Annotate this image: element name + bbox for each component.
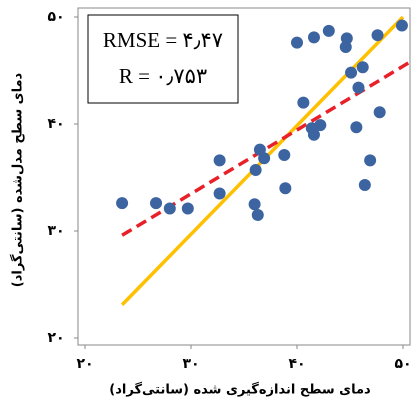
point — [364, 154, 377, 167]
x-tick-label: ۴۰ — [288, 356, 305, 372]
point — [116, 197, 129, 210]
x-tick-label: ۵۰ — [394, 356, 411, 372]
point — [340, 32, 353, 45]
point — [307, 31, 320, 44]
point — [297, 96, 310, 109]
point — [181, 202, 194, 215]
point — [278, 149, 291, 162]
y-tick-label: ۴۰ — [47, 116, 64, 132]
point — [249, 164, 262, 177]
r-annotation: R = ۰٫۷۵۳ — [119, 64, 207, 88]
point — [213, 154, 226, 167]
point — [248, 198, 261, 211]
point — [395, 19, 408, 32]
y-tick-label: ۳۰ — [47, 223, 64, 239]
y-tick-label: ۵۰ — [47, 9, 64, 25]
point — [150, 197, 163, 210]
point — [350, 121, 363, 134]
point — [258, 152, 271, 165]
point — [345, 66, 358, 79]
point — [307, 128, 320, 141]
x-tick-label: ۳۰ — [182, 356, 199, 372]
rmse-annotation: RMSE = ۴٫۴۷ — [103, 28, 223, 52]
point — [371, 29, 384, 42]
x-axis-title: دمای سطح اندازه‌گیری شده (سانتی‌گراد) — [109, 382, 371, 398]
x-tick-label: ۲۰ — [76, 356, 93, 372]
point — [322, 24, 335, 37]
point — [279, 182, 292, 195]
point — [291, 36, 303, 49]
point — [163, 202, 176, 215]
y-tick-label: ۲۰ — [47, 330, 64, 346]
plot-frame — [77, 7, 411, 346]
stats-box — [87, 14, 239, 104]
point — [251, 208, 264, 221]
point — [314, 119, 327, 132]
y-axis-title: دمای سطح مدل‌شده (سانتی‌گراد) — [10, 72, 26, 287]
point — [213, 187, 226, 200]
point — [373, 106, 386, 119]
point — [356, 61, 369, 74]
point — [358, 178, 371, 191]
point — [352, 81, 365, 94]
